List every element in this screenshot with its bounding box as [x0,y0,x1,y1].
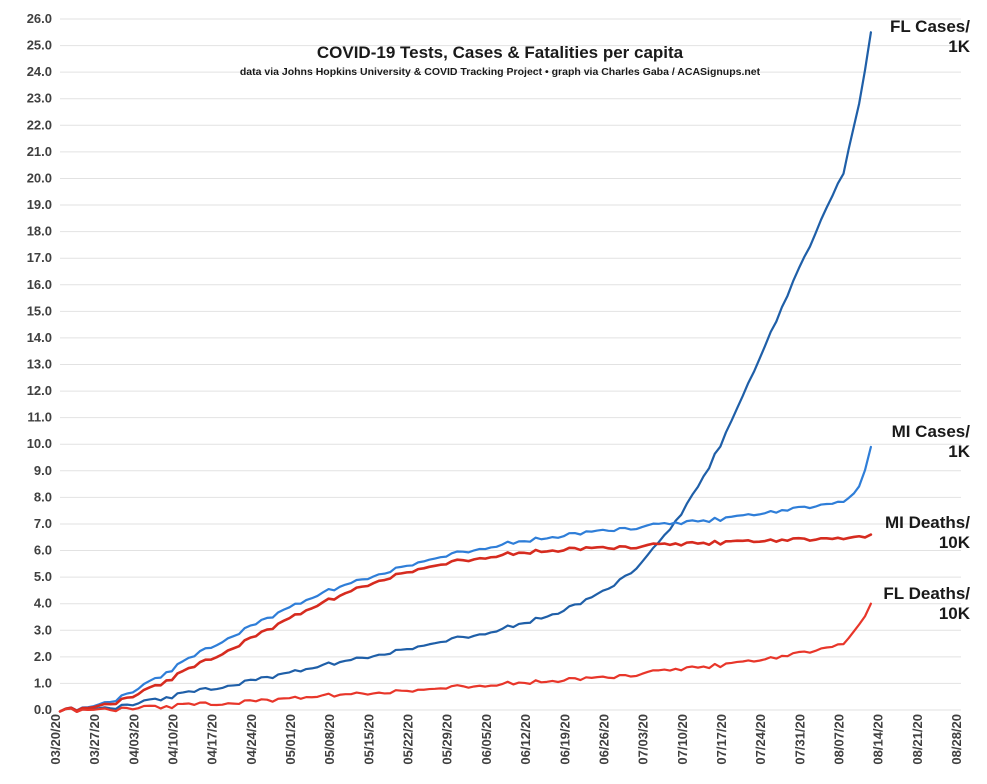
svg-text:03/27/20: 03/27/20 [87,714,102,765]
svg-text:10K: 10K [939,533,971,552]
svg-text:12.0: 12.0 [27,383,52,398]
svg-text:MI Cases/: MI Cases/ [892,422,971,441]
svg-text:15.0: 15.0 [27,303,52,318]
svg-text:04/24/20: 04/24/20 [244,714,259,765]
svg-text:06/19/20: 06/19/20 [557,714,572,765]
svg-text:06/12/20: 06/12/20 [518,714,533,765]
svg-text:07/24/20: 07/24/20 [753,714,768,765]
svg-text:05/22/20: 05/22/20 [401,714,416,765]
svg-text:04/10/20: 04/10/20 [166,714,181,765]
svg-text:22.0: 22.0 [27,117,52,132]
svg-text:10K: 10K [939,604,971,623]
svg-text:2.0: 2.0 [34,649,52,664]
svg-text:04/03/20: 04/03/20 [126,714,141,765]
svg-text:07/31/20: 07/31/20 [792,714,807,765]
svg-text:05/08/20: 05/08/20 [322,714,337,765]
svg-text:21.0: 21.0 [27,144,52,159]
svg-text:08/28/20: 08/28/20 [949,714,964,765]
svg-text:5.0: 5.0 [34,569,52,584]
svg-text:06/26/20: 06/26/20 [596,714,611,765]
svg-text:08/14/20: 08/14/20 [871,714,886,765]
svg-text:13.0: 13.0 [27,357,52,372]
svg-text:03/20/20: 03/20/20 [48,714,63,765]
svg-text:20.0: 20.0 [27,170,52,185]
svg-text:08/07/20: 08/07/20 [831,714,846,765]
svg-text:COVID-19 Tests, Cases & Fatali: COVID-19 Tests, Cases & Fatalities per c… [317,43,684,62]
svg-text:14.0: 14.0 [27,330,52,345]
svg-text:FL Deaths/: FL Deaths/ [883,584,970,603]
svg-text:07/17/20: 07/17/20 [714,714,729,765]
svg-text:8.0: 8.0 [34,489,52,504]
svg-text:05/15/20: 05/15/20 [361,714,376,765]
svg-text:07/03/20: 07/03/20 [636,714,651,765]
svg-text:data via Johns Hopkins Univers: data via Johns Hopkins University & COVI… [240,66,761,78]
svg-text:1K: 1K [948,442,970,461]
svg-text:06/05/20: 06/05/20 [479,714,494,765]
svg-text:16.0: 16.0 [27,277,52,292]
svg-text:04/17/20: 04/17/20 [205,714,220,765]
svg-text:17.0: 17.0 [27,250,52,265]
svg-text:18.0: 18.0 [27,224,52,239]
svg-text:07/10/20: 07/10/20 [675,714,690,765]
svg-text:23.0: 23.0 [27,91,52,106]
svg-text:7.0: 7.0 [34,516,52,531]
svg-text:MI Deaths/: MI Deaths/ [885,513,970,532]
svg-text:FL Cases/: FL Cases/ [890,17,970,36]
svg-text:6.0: 6.0 [34,543,52,558]
svg-text:11.0: 11.0 [27,410,52,425]
svg-text:24.0: 24.0 [27,64,52,79]
svg-text:3.0: 3.0 [34,622,52,637]
svg-text:19.0: 19.0 [27,197,52,212]
svg-text:05/01/20: 05/01/20 [283,714,298,765]
svg-text:1.0: 1.0 [34,675,52,690]
svg-text:26.0: 26.0 [27,11,52,26]
svg-text:25.0: 25.0 [27,38,52,53]
svg-text:10.0: 10.0 [27,436,52,451]
svg-text:08/21/20: 08/21/20 [910,714,925,765]
svg-text:05/29/20: 05/29/20 [440,714,455,765]
svg-text:4.0: 4.0 [34,596,52,611]
svg-text:1K: 1K [948,37,970,56]
svg-text:9.0: 9.0 [34,463,52,478]
